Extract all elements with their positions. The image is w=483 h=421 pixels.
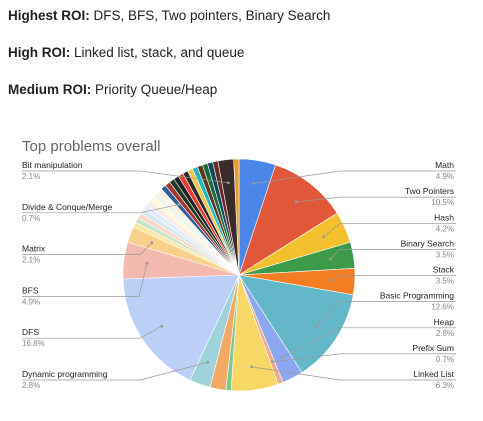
leader-dot [315,324,318,328]
slice-percent: 6.3% [436,381,454,390]
slice-percent: 4.2% [436,224,454,233]
roi-text: DFS, BFS, Two pointers, Binary Search [89,8,331,23]
slice-percent: 12.6% [431,303,454,312]
leader-line [22,263,148,297]
leader-dot [270,360,274,363]
slice-label: Divide & Conque/Merge [22,202,113,212]
leader-dot [280,355,284,359]
slice-percent: 2.8% [436,329,454,338]
leader-dot [294,200,298,204]
slice-label: Hash [434,212,454,222]
leader-dot [206,361,210,364]
leader-line [251,366,456,381]
leader-line [22,325,162,339]
slice-label: Bit manipulation [22,160,83,170]
leader-line [253,170,456,184]
slice-percent: 0.7% [22,214,40,223]
slice-label: Matrix [22,244,46,254]
slice-label: Two Pointers [405,186,454,196]
leader-dot [250,365,254,369]
pie-slice-unlabeled [233,158,240,276]
pie-labels: Math 4.9% Two Pointers 10.5% Hash 4.2% Binary … [22,160,456,390]
leader-line [22,242,153,255]
slice-label: Basic Programming [380,291,454,301]
slice-label: DFS [22,327,39,337]
slice-percent: 2.8% [22,381,40,390]
leader-line [281,327,456,358]
leader-dot [227,181,230,185]
leader-line [330,249,456,260]
roi-line-high: High ROI: Linked list, stack, and queue [8,45,244,60]
slice-label: Math [435,160,454,170]
leader-line [22,204,179,214]
roi-label: Medium ROI: [8,82,92,97]
slice-label: Linked List [413,369,454,379]
leader-line [22,170,229,184]
roi-text: Linked list, stack, and queue [70,45,245,60]
slice-percent: 0.7% [436,355,454,364]
leader-dot [150,241,154,245]
slice-label: Prefix Sum [412,343,454,353]
leader-line [331,275,456,281]
leader-dot [177,203,180,207]
roi-text: Priority Queue/Heap [91,82,218,97]
roi-line-medium: Medium ROI: Priority Queue/Heap [8,82,217,97]
leader-dot [160,324,164,328]
leader-dot [145,261,149,265]
pie-slices [122,158,356,392]
pie-slice-basic-programming [238,274,354,373]
slice-label: Stack [433,265,455,275]
roi-line-highest: Highest ROI: DFS, BFS, Two pointers, Bin… [8,8,330,23]
slice-percent: 2.1% [22,172,40,181]
pie-slice-two-pointers [238,164,338,276]
chart-title: Top problems overall [22,138,160,155]
slice-label: Heap [434,317,455,327]
leader-line [22,362,208,381]
pie-chart: Top problems overall Math 4.9% Two Pointer… [22,138,456,392]
roi-label: High ROI: [8,45,71,60]
leader-dot [329,257,332,261]
slice-label: BFS [22,285,39,295]
leader-dot [322,235,325,239]
leader-line [272,353,456,362]
slice-percent: 4.9% [22,297,40,306]
slice-percent: 16.8% [22,339,45,348]
leader-line [323,222,456,238]
pie-slice-dfs [122,274,240,381]
slice-percent: 2.1% [22,256,40,265]
leader-line [316,301,456,327]
roi-label: Highest ROI: [8,8,90,23]
slice-label: Binary Search [401,238,455,248]
slice-percent: 4.9% [436,172,454,181]
slice-percent: 3.5% [436,250,454,259]
leader-dot [330,278,333,282]
slice-label: Dynamic programming [22,369,108,379]
slice-percent: 10.5% [431,198,454,207]
leader-dot [252,182,256,185]
slice-percent: 3.5% [436,277,454,286]
leader-line [296,196,456,203]
